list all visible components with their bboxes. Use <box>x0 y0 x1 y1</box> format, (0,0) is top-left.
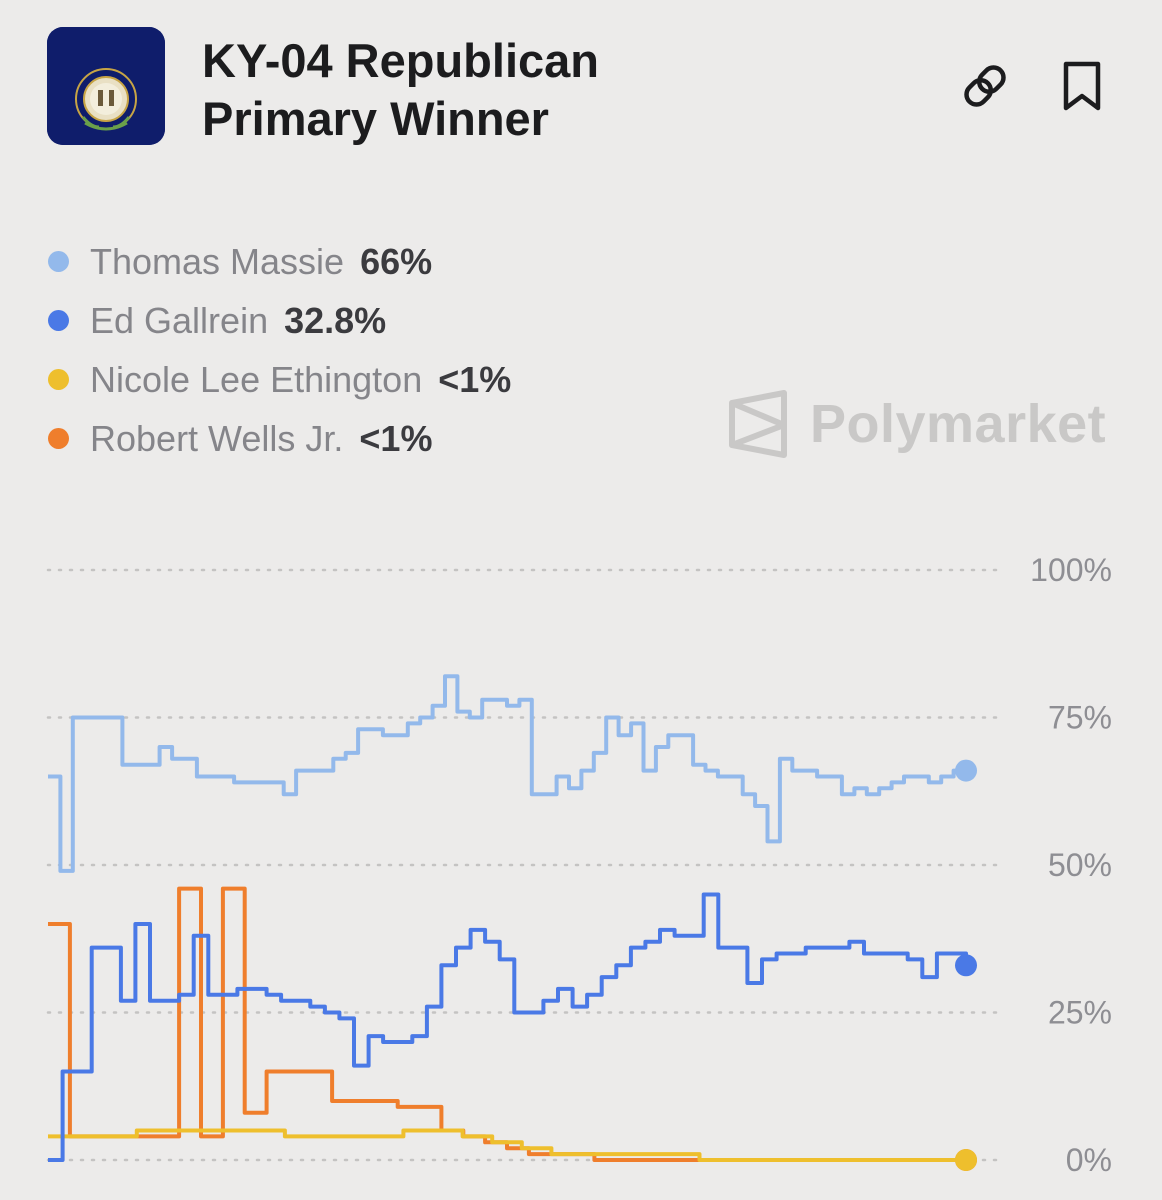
watermark-text: Polymarket <box>810 394 1107 454</box>
series-line-nicole-lee-ethington <box>48 1128 966 1162</box>
market-title-line-2: Primary Winner <box>202 92 549 145</box>
legend-item-thomas-massie: Thomas Massie 66% <box>48 232 511 291</box>
legend-dot <box>48 369 69 390</box>
market-header: KY-04 Republican Primary Winner <box>0 0 1162 200</box>
y-tick-label: 100% <box>1030 552 1112 588</box>
series-endpoint-nicole-lee-ethington <box>955 1149 977 1171</box>
series-line-ed-gallrein <box>48 892 968 1162</box>
y-tick-label: 25% <box>1048 995 1112 1031</box>
price-history-chart: 100% 75% 50% 25% 0% <box>46 552 1112 1178</box>
legend-dot <box>48 310 69 331</box>
market-image <box>47 27 165 145</box>
legend-name: Thomas Massie <box>90 240 345 282</box>
legend-item-ed-gallrein: Ed Gallrein 32.8% <box>48 291 511 350</box>
series-line-robert-wells-jr- <box>48 886 966 1162</box>
legend-value: 32.8% <box>284 299 387 341</box>
legend-name: Nicole Lee Ethington <box>90 358 423 400</box>
polymarket-watermark: Polymarket <box>728 388 1106 460</box>
link-icon <box>964 65 1006 107</box>
legend-dot <box>48 428 69 449</box>
legend-value: 66% <box>360 240 433 282</box>
polymarket-logo-icon <box>729 390 787 458</box>
series-line-thomas-massie <box>48 674 966 873</box>
legend-value: <1% <box>438 358 512 400</box>
y-tick-label: 50% <box>1048 847 1112 883</box>
y-tick-label: 75% <box>1048 700 1112 736</box>
y-tick-label: 0% <box>1066 1142 1112 1178</box>
series-endpoint-thomas-massie <box>955 759 977 782</box>
bookmark-button[interactable] <box>1054 58 1110 114</box>
legend-name: Ed Gallrein <box>90 299 269 341</box>
legend-item-robert-wells-jr: Robert Wells Jr. <1% <box>48 409 511 468</box>
kentucky-seal-icon <box>47 27 165 145</box>
bookmark-icon <box>1063 61 1101 111</box>
copy-link-button[interactable] <box>957 58 1013 114</box>
market-title: KY-04 Republican Primary Winner <box>202 32 762 148</box>
legend-dot <box>48 251 69 272</box>
legend-item-nicole-lee-ethington: Nicole Lee Ethington <1% <box>48 350 511 409</box>
chart-legend: Thomas Massie 66% Ed Gallrein 32.8% Nico… <box>48 232 511 468</box>
legend-value: <1% <box>359 417 433 459</box>
series-endpoint-ed-gallrein <box>955 954 977 977</box>
legend-name: Robert Wells Jr. <box>90 417 344 459</box>
market-title-line-1: KY-04 Republican <box>202 34 599 87</box>
